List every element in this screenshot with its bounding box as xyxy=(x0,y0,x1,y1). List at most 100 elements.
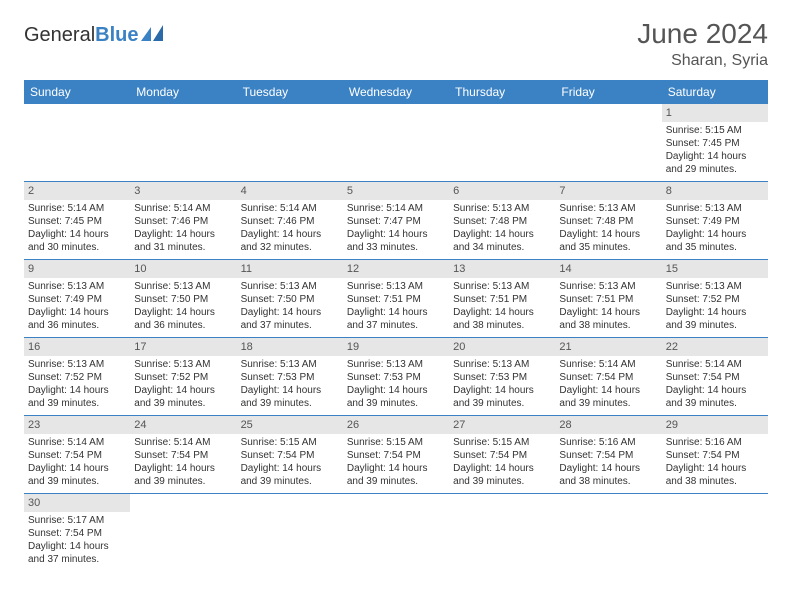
day-number: 26 xyxy=(343,416,449,434)
daylight-line: Daylight: 14 hours and 39 minutes. xyxy=(28,462,126,488)
day-cell: 4Sunrise: 5:14 AMSunset: 7:46 PMDaylight… xyxy=(237,182,343,260)
day-cell: 6Sunrise: 5:13 AMSunset: 7:48 PMDaylight… xyxy=(449,182,555,260)
day-body: Sunrise: 5:13 AMSunset: 7:50 PMDaylight:… xyxy=(237,278,343,336)
sunrise-line: Sunrise: 5:13 AM xyxy=(28,358,126,371)
sunset-line: Sunset: 7:50 PM xyxy=(241,293,339,306)
day-body: Sunrise: 5:14 AMSunset: 7:54 PMDaylight:… xyxy=(555,356,661,414)
day-number: 12 xyxy=(343,260,449,278)
sunrise-line: Sunrise: 5:16 AM xyxy=(559,436,657,449)
sunrise-line: Sunrise: 5:14 AM xyxy=(28,436,126,449)
sunset-line: Sunset: 7:50 PM xyxy=(134,293,232,306)
day-cell: 5Sunrise: 5:14 AMSunset: 7:47 PMDaylight… xyxy=(343,182,449,260)
sunrise-line: Sunrise: 5:13 AM xyxy=(347,358,445,371)
sunset-line: Sunset: 7:46 PM xyxy=(241,215,339,228)
daylight-line: Daylight: 14 hours and 38 minutes. xyxy=(559,306,657,332)
sunrise-line: Sunrise: 5:16 AM xyxy=(666,436,764,449)
day-number: 8 xyxy=(662,182,768,200)
logo-text-blue: Blue xyxy=(95,24,138,47)
sunrise-line: Sunrise: 5:14 AM xyxy=(241,202,339,215)
sunrise-line: Sunrise: 5:13 AM xyxy=(666,280,764,293)
empty-cell xyxy=(449,104,555,182)
day-number: 23 xyxy=(24,416,130,434)
day-number: 25 xyxy=(237,416,343,434)
empty-cell xyxy=(555,494,661,572)
logo-text-general: General xyxy=(24,24,95,47)
day-number: 21 xyxy=(555,338,661,356)
sunset-line: Sunset: 7:54 PM xyxy=(134,449,232,462)
day-number: 7 xyxy=(555,182,661,200)
day-body: Sunrise: 5:13 AMSunset: 7:51 PMDaylight:… xyxy=(449,278,555,336)
sunset-line: Sunset: 7:54 PM xyxy=(666,449,764,462)
weekday-saturday: Saturday xyxy=(662,80,768,104)
empty-cell xyxy=(237,104,343,182)
weekday-friday: Friday xyxy=(555,80,661,104)
sunrise-line: Sunrise: 5:13 AM xyxy=(28,280,126,293)
day-number: 29 xyxy=(662,416,768,434)
sunrise-line: Sunrise: 5:14 AM xyxy=(347,202,445,215)
daylight-line: Daylight: 14 hours and 35 minutes. xyxy=(666,228,764,254)
sunrise-line: Sunrise: 5:14 AM xyxy=(28,202,126,215)
sunrise-line: Sunrise: 5:17 AM xyxy=(28,514,126,527)
daylight-line: Daylight: 14 hours and 33 minutes. xyxy=(347,228,445,254)
day-body: Sunrise: 5:16 AMSunset: 7:54 PMDaylight:… xyxy=(662,434,768,492)
day-body: Sunrise: 5:13 AMSunset: 7:53 PMDaylight:… xyxy=(449,356,555,414)
sunrise-line: Sunrise: 5:13 AM xyxy=(559,280,657,293)
day-body: Sunrise: 5:13 AMSunset: 7:50 PMDaylight:… xyxy=(130,278,236,336)
sunset-line: Sunset: 7:51 PM xyxy=(559,293,657,306)
sunset-line: Sunset: 7:46 PM xyxy=(134,215,232,228)
sunset-line: Sunset: 7:54 PM xyxy=(241,449,339,462)
day-number: 16 xyxy=(24,338,130,356)
day-body: Sunrise: 5:14 AMSunset: 7:54 PMDaylight:… xyxy=(662,356,768,414)
sunrise-line: Sunrise: 5:13 AM xyxy=(241,358,339,371)
weekday-tuesday: Tuesday xyxy=(237,80,343,104)
day-body: Sunrise: 5:13 AMSunset: 7:52 PMDaylight:… xyxy=(24,356,130,414)
sunrise-line: Sunrise: 5:13 AM xyxy=(347,280,445,293)
sunset-line: Sunset: 7:51 PM xyxy=(347,293,445,306)
day-cell: 21Sunrise: 5:14 AMSunset: 7:54 PMDayligh… xyxy=(555,338,661,416)
day-number: 10 xyxy=(130,260,236,278)
day-number: 27 xyxy=(449,416,555,434)
logo: GeneralBlue xyxy=(24,24,165,47)
day-number: 30 xyxy=(24,494,130,512)
day-number: 4 xyxy=(237,182,343,200)
sunset-line: Sunset: 7:53 PM xyxy=(347,371,445,384)
sunrise-line: Sunrise: 5:15 AM xyxy=(241,436,339,449)
sunset-line: Sunset: 7:54 PM xyxy=(28,449,126,462)
daylight-line: Daylight: 14 hours and 39 minutes. xyxy=(453,384,551,410)
day-body: Sunrise: 5:13 AMSunset: 7:49 PMDaylight:… xyxy=(24,278,130,336)
empty-cell xyxy=(130,494,236,572)
daylight-line: Daylight: 14 hours and 37 minutes. xyxy=(241,306,339,332)
daylight-line: Daylight: 14 hours and 36 minutes. xyxy=(28,306,126,332)
day-body: Sunrise: 5:15 AMSunset: 7:45 PMDaylight:… xyxy=(662,122,768,180)
day-cell: 20Sunrise: 5:13 AMSunset: 7:53 PMDayligh… xyxy=(449,338,555,416)
day-number: 3 xyxy=(130,182,236,200)
empty-cell xyxy=(130,104,236,182)
empty-cell xyxy=(24,104,130,182)
day-cell: 26Sunrise: 5:15 AMSunset: 7:54 PMDayligh… xyxy=(343,416,449,494)
day-cell: 16Sunrise: 5:13 AMSunset: 7:52 PMDayligh… xyxy=(24,338,130,416)
sunrise-line: Sunrise: 5:13 AM xyxy=(559,202,657,215)
logo-sail-icon xyxy=(141,24,165,40)
sunset-line: Sunset: 7:54 PM xyxy=(666,371,764,384)
day-cell: 17Sunrise: 5:13 AMSunset: 7:52 PMDayligh… xyxy=(130,338,236,416)
sunrise-line: Sunrise: 5:13 AM xyxy=(453,358,551,371)
day-body: Sunrise: 5:17 AMSunset: 7:54 PMDaylight:… xyxy=(24,512,130,570)
weekday-header-row: SundayMondayTuesdayWednesdayThursdayFrid… xyxy=(24,80,768,104)
sunset-line: Sunset: 7:48 PM xyxy=(559,215,657,228)
calendar: SundayMondayTuesdayWednesdayThursdayFrid… xyxy=(24,80,768,572)
day-cell: 22Sunrise: 5:14 AMSunset: 7:54 PMDayligh… xyxy=(662,338,768,416)
day-cell: 30Sunrise: 5:17 AMSunset: 7:54 PMDayligh… xyxy=(24,494,130,572)
day-number: 15 xyxy=(662,260,768,278)
sunrise-line: Sunrise: 5:13 AM xyxy=(453,280,551,293)
sunrise-line: Sunrise: 5:15 AM xyxy=(666,124,764,137)
daylight-line: Daylight: 14 hours and 37 minutes. xyxy=(28,540,126,566)
daylight-line: Daylight: 14 hours and 39 minutes. xyxy=(559,384,657,410)
daylight-line: Daylight: 14 hours and 39 minutes. xyxy=(134,462,232,488)
day-cell: 18Sunrise: 5:13 AMSunset: 7:53 PMDayligh… xyxy=(237,338,343,416)
sunset-line: Sunset: 7:54 PM xyxy=(559,449,657,462)
daylight-line: Daylight: 14 hours and 31 minutes. xyxy=(134,228,232,254)
day-cell: 7Sunrise: 5:13 AMSunset: 7:48 PMDaylight… xyxy=(555,182,661,260)
day-body: Sunrise: 5:15 AMSunset: 7:54 PMDaylight:… xyxy=(237,434,343,492)
daylight-line: Daylight: 14 hours and 39 minutes. xyxy=(453,462,551,488)
day-number: 5 xyxy=(343,182,449,200)
